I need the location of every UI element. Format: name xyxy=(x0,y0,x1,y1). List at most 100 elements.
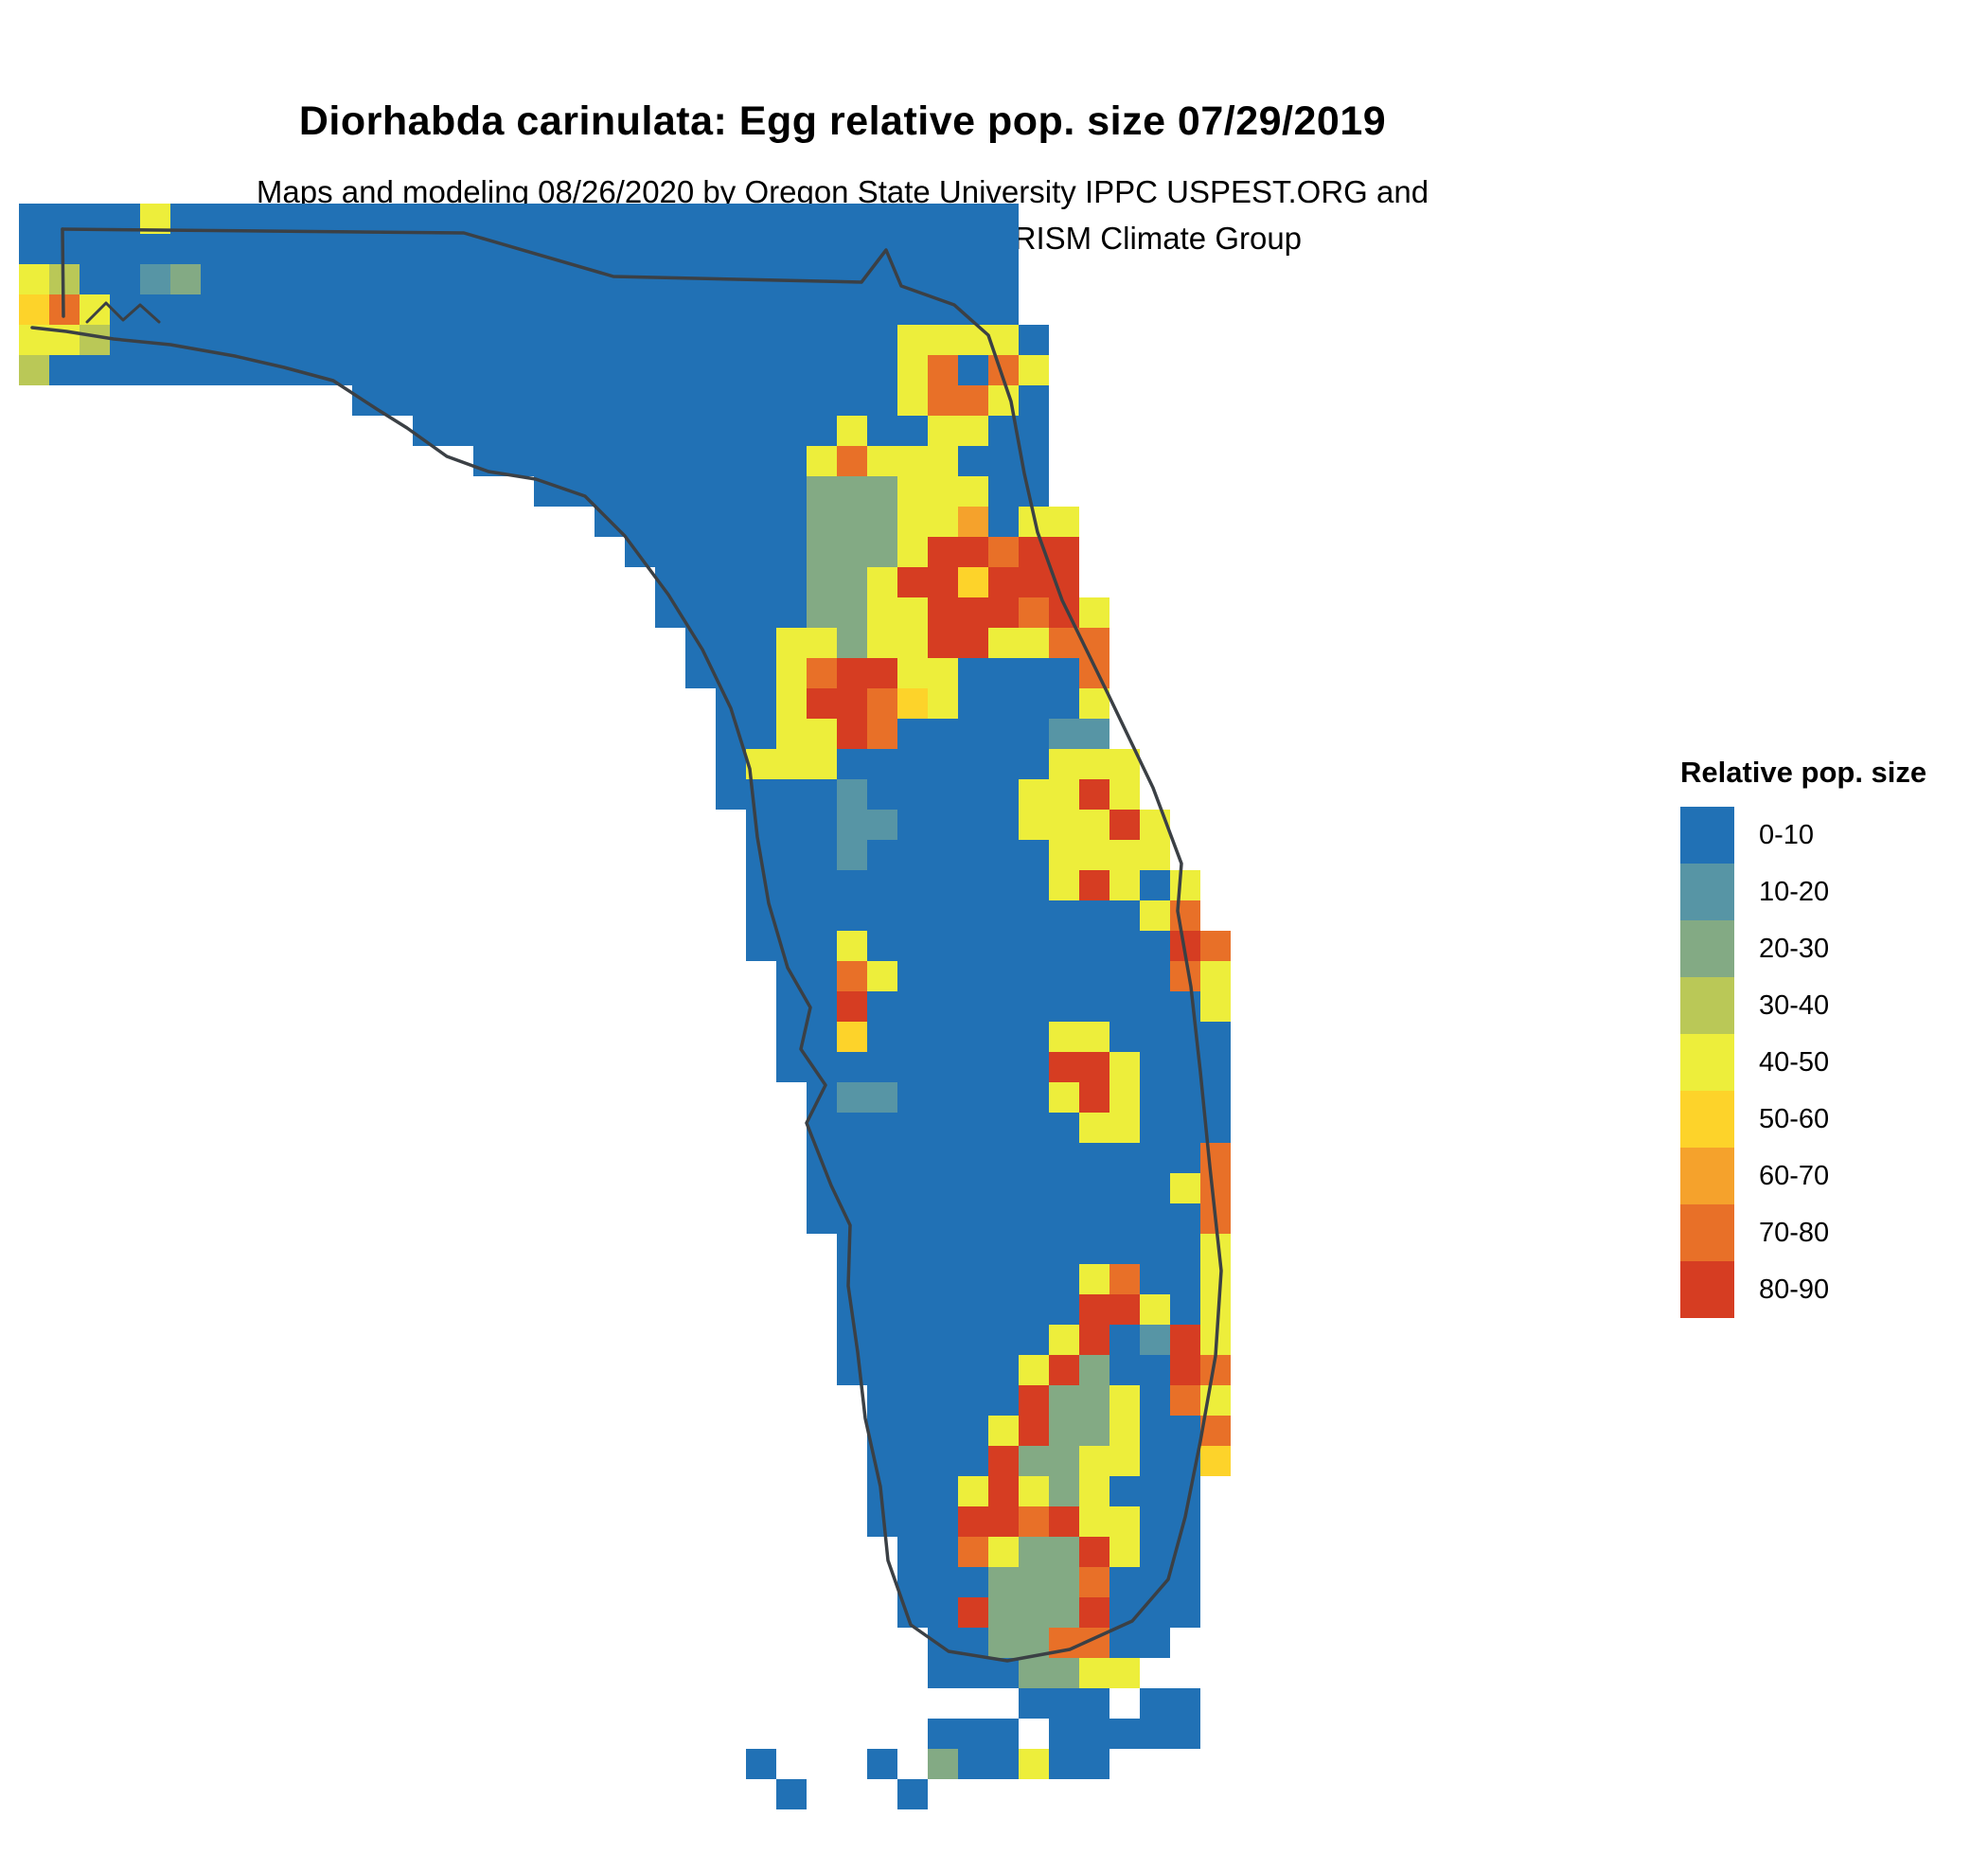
map-cell xyxy=(1079,1719,1109,1749)
map-cell xyxy=(1019,870,1049,900)
map-cell xyxy=(1079,840,1109,870)
map-cell xyxy=(746,658,776,688)
map-cell xyxy=(1200,1294,1231,1325)
map-cell xyxy=(897,1234,928,1264)
legend-label: 0-10 xyxy=(1759,819,1815,850)
map-cell xyxy=(1170,1719,1200,1749)
map-cell xyxy=(1170,1597,1200,1628)
map-cell xyxy=(807,537,837,567)
map-cell xyxy=(928,1143,958,1173)
map-cell xyxy=(988,1628,1019,1658)
map-cell xyxy=(1140,1628,1170,1658)
map-cell xyxy=(685,597,716,628)
map-cell xyxy=(1140,1234,1170,1264)
map-cell xyxy=(897,537,928,567)
map-cell xyxy=(1079,1203,1109,1234)
map-cell xyxy=(988,1658,1019,1688)
map-cell xyxy=(867,719,897,749)
map-cell xyxy=(988,264,1019,294)
map-cell xyxy=(1019,658,1049,688)
map-cell xyxy=(685,476,716,507)
map-cell xyxy=(776,961,807,991)
map-cell xyxy=(928,264,958,294)
map-cell xyxy=(988,476,1019,507)
map-cell xyxy=(1079,779,1109,810)
map-cell xyxy=(595,416,625,446)
map-cell xyxy=(1140,1416,1170,1446)
map-cell xyxy=(231,294,261,325)
map-cell xyxy=(837,416,867,446)
map-cell xyxy=(867,1325,897,1355)
map-cell xyxy=(746,628,776,658)
map-cell xyxy=(564,234,595,264)
map-cell xyxy=(958,476,988,507)
map-cell xyxy=(716,355,746,385)
map-cell xyxy=(1200,1082,1231,1113)
map-cell xyxy=(1170,1022,1200,1052)
map-cell xyxy=(201,204,231,234)
map-cell xyxy=(1200,991,1231,1022)
map-cell xyxy=(1049,961,1079,991)
map-cell xyxy=(1140,1446,1170,1476)
map-cell xyxy=(1049,1082,1079,1113)
map-cell xyxy=(746,719,776,749)
map-cell xyxy=(867,476,897,507)
map-cell xyxy=(110,204,140,234)
map-cell xyxy=(473,294,504,325)
map-cell xyxy=(776,1022,807,1052)
map-cell xyxy=(1049,688,1079,719)
map-cell xyxy=(776,1779,807,1809)
map-cell xyxy=(958,1143,988,1173)
map-cell xyxy=(746,416,776,446)
map-cell xyxy=(867,1385,897,1416)
map-cell xyxy=(564,416,595,446)
map-cell xyxy=(837,1325,867,1355)
map-cell xyxy=(807,840,837,870)
legend-label: 60-70 xyxy=(1759,1160,1830,1191)
map-cell xyxy=(625,325,655,355)
map-cell xyxy=(776,567,807,597)
map-cell xyxy=(746,294,776,325)
map-cell xyxy=(928,870,958,900)
map-cell xyxy=(1140,1173,1170,1203)
map-cell xyxy=(958,1264,988,1294)
map-cell xyxy=(867,1113,897,1143)
map-cell xyxy=(837,1082,867,1113)
map-cell xyxy=(1109,1113,1140,1143)
map-cell xyxy=(1109,1476,1140,1506)
map-cell xyxy=(776,294,807,325)
map-cell xyxy=(958,1022,988,1052)
map-cell xyxy=(1140,840,1170,870)
map-cell xyxy=(201,234,231,264)
map-cell xyxy=(1079,1597,1109,1628)
map-cell xyxy=(1019,1022,1049,1052)
map-cell xyxy=(1079,749,1109,779)
map-cell xyxy=(564,476,595,507)
map-cell xyxy=(928,1476,958,1506)
map-cell xyxy=(1049,1628,1079,1658)
map-cell xyxy=(504,325,534,355)
map-cell xyxy=(928,476,958,507)
map-cell xyxy=(261,204,292,234)
map-cell xyxy=(746,567,776,597)
map-cell xyxy=(1049,658,1079,688)
map-cell xyxy=(1109,1446,1140,1476)
map-cell xyxy=(897,1385,928,1416)
map-cell xyxy=(1049,1264,1079,1294)
map-cell xyxy=(1109,1294,1140,1325)
map-cell xyxy=(897,900,928,931)
map-cell xyxy=(988,1355,1019,1385)
map-cell xyxy=(716,325,746,355)
map-cell xyxy=(382,204,413,234)
legend-item: 70-80 xyxy=(1680,1204,1926,1261)
map-cell xyxy=(807,961,837,991)
map-cell xyxy=(382,355,413,385)
map-cell xyxy=(867,294,897,325)
map-cell xyxy=(897,840,928,870)
legend-label: 10-20 xyxy=(1759,876,1830,907)
map-cell xyxy=(867,385,897,416)
map-cell xyxy=(988,204,1019,234)
map-cell xyxy=(988,840,1019,870)
legend-label: 40-50 xyxy=(1759,1046,1830,1078)
map-cell xyxy=(352,325,382,355)
